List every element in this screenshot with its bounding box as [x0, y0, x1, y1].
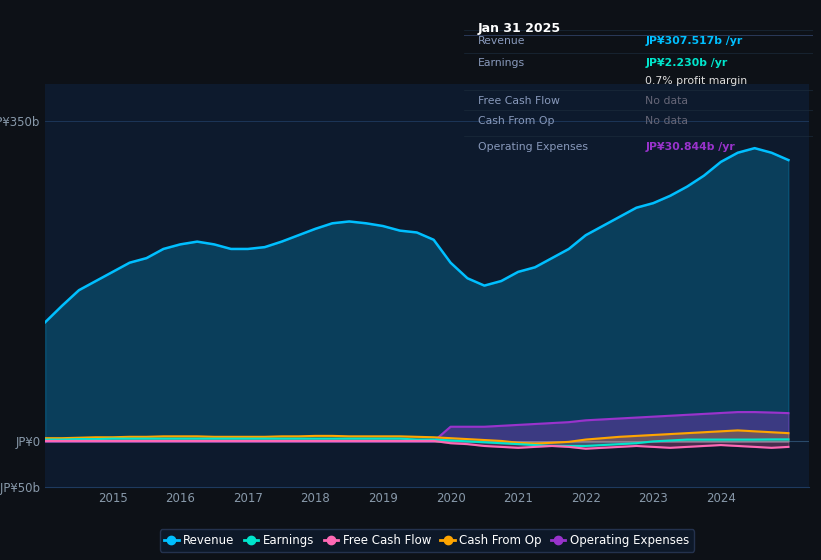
- Text: JP¥307.517b /yr: JP¥307.517b /yr: [645, 36, 742, 46]
- Text: No data: No data: [645, 96, 688, 106]
- Text: JP¥30.844b /yr: JP¥30.844b /yr: [645, 142, 735, 152]
- Text: JP¥2.230b /yr: JP¥2.230b /yr: [645, 58, 727, 68]
- Text: Cash From Op: Cash From Op: [478, 116, 554, 126]
- Text: Free Cash Flow: Free Cash Flow: [478, 96, 560, 106]
- Text: Earnings: Earnings: [478, 58, 525, 68]
- Text: No data: No data: [645, 116, 688, 126]
- Text: Jan 31 2025: Jan 31 2025: [478, 22, 561, 35]
- Text: 0.7% profit margin: 0.7% profit margin: [645, 76, 747, 86]
- Text: Revenue: Revenue: [478, 36, 525, 46]
- Text: Operating Expenses: Operating Expenses: [478, 142, 588, 152]
- Legend: Revenue, Earnings, Free Cash Flow, Cash From Op, Operating Expenses: Revenue, Earnings, Free Cash Flow, Cash …: [159, 529, 695, 552]
